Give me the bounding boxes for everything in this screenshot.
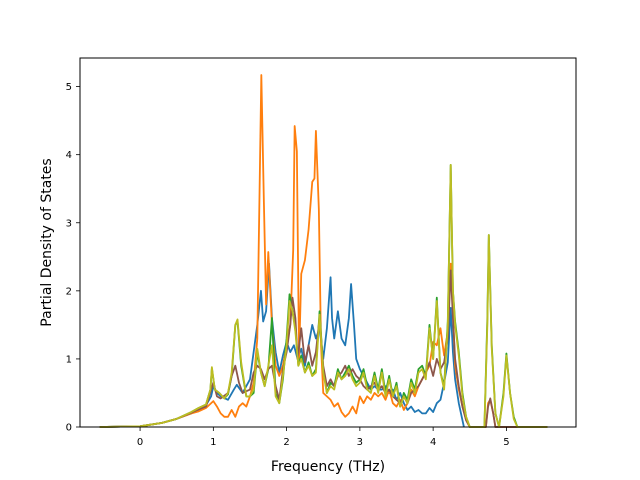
x-axis: 0 1 2 3 4 5 xyxy=(137,427,510,448)
y-tick-label: 4 xyxy=(66,150,72,161)
y-axis: 0 1 2 3 4 5 xyxy=(66,82,80,434)
series-line-4 xyxy=(99,269,548,428)
x-tick-label: 2 xyxy=(283,437,289,448)
y-axis-label: Partial Density of States xyxy=(39,158,55,326)
series-line-2 xyxy=(99,74,548,428)
axes-frame xyxy=(79,57,577,428)
y-tick-label: 2 xyxy=(66,286,72,297)
y-tick-label: 0 xyxy=(66,423,72,434)
y-tick-label: 5 xyxy=(66,82,72,93)
x-tick-label: 5 xyxy=(503,437,509,448)
x-tick-label: 1 xyxy=(210,437,216,448)
y-tick-label: 3 xyxy=(66,218,72,229)
x-tick-label: 3 xyxy=(357,437,363,448)
series-layer xyxy=(99,74,548,428)
x-tick-label: 4 xyxy=(430,437,436,448)
series-line-5 xyxy=(99,163,548,428)
x-tick-label: 0 xyxy=(137,437,143,448)
series-line-1 xyxy=(99,262,465,428)
y-tick-label: 1 xyxy=(66,354,72,365)
x-axis-label: Frequency (THz) xyxy=(271,459,385,475)
plot-area xyxy=(79,57,577,428)
